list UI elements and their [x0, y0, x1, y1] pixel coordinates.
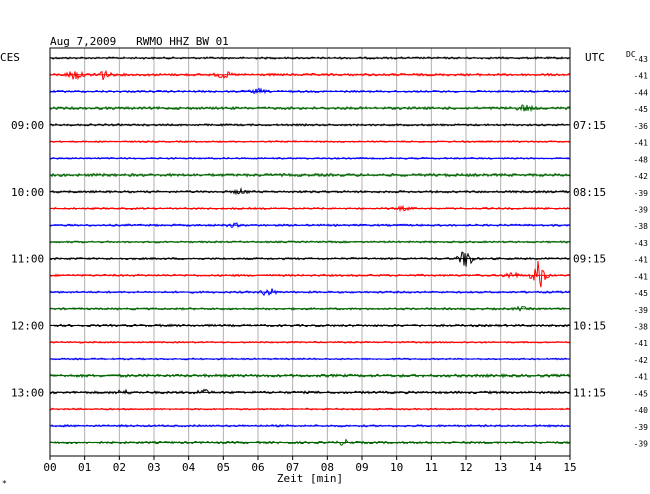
dc-offset-label: -38 [634, 323, 649, 332]
seismic-trace [49, 388, 571, 395]
x-tick-label: 01 [78, 461, 91, 474]
x-tick-label: 13 [494, 461, 507, 474]
dc-offset-label: -41 [634, 139, 649, 148]
dc-offset-label: -39 [634, 189, 649, 198]
dc-offset-label: -45 [634, 289, 649, 298]
dc-offset-label: -39 [634, 306, 649, 315]
x-tick-label: 02 [113, 461, 126, 474]
x-tick-label: 15 [563, 461, 576, 474]
x-tick-label: 08 [321, 461, 334, 474]
grid [49, 48, 571, 460]
dc-offset-label: -44 [634, 88, 649, 97]
x-axis-label: Zeit [min] [277, 472, 343, 485]
x-tick-label: 04 [182, 461, 196, 474]
hour-label-right: 10:15 [573, 320, 606, 333]
x-tick-label: 09 [355, 461, 368, 474]
hour-label-left: 10:00 [11, 186, 44, 199]
dc-offset-label: -42 [634, 356, 649, 365]
hour-label-right: 08:15 [573, 186, 606, 199]
left-timezone-label: CES [0, 51, 20, 64]
x-tick-label: 11 [425, 461, 438, 474]
dc-offset-label: -43 [634, 239, 649, 248]
dc-offset-label: -45 [634, 389, 649, 398]
hour-label-left: 11:00 [11, 253, 44, 266]
dc-offset-label: -38 [634, 222, 649, 231]
x-tick-label: 06 [251, 461, 264, 474]
plot-frame [49, 47, 571, 457]
dc-offset-label: -41 [634, 256, 649, 265]
dc-offset-label: -40 [634, 406, 649, 415]
x-tick-label: 07 [286, 461, 299, 474]
hour-label-right: 09:15 [573, 253, 606, 266]
traces [49, 56, 571, 446]
dc-offset-label: -36 [634, 122, 649, 131]
x-tick-label: 10 [390, 461, 403, 474]
dc-label: DC [626, 50, 636, 59]
dc-offset-label: -39 [634, 423, 649, 432]
dc-offset-label: -41 [634, 272, 649, 281]
dc-offset-label: -43 [634, 55, 649, 64]
x-tick-label: 03 [147, 461, 160, 474]
hour-label-right: 07:15 [573, 119, 606, 132]
dc-offset-label: -41 [634, 72, 649, 81]
x-tick-label: 00 [43, 461, 56, 474]
x-tick-label: 14 [529, 461, 543, 474]
dc-offset-label: -41 [634, 373, 649, 382]
seismic-trace [49, 69, 571, 81]
dc-offset-label: -39 [634, 205, 649, 214]
dc-offset-label: -48 [634, 155, 649, 164]
corner-mark: * [2, 479, 7, 488]
x-tick-label: 12 [459, 461, 472, 474]
dc-offset-label: -42 [634, 172, 649, 181]
right-timezone-label: UTC [585, 51, 605, 64]
hour-label-right: 11:15 [573, 386, 606, 399]
seismic-trace [49, 260, 571, 288]
dc-offset-label: -41 [634, 339, 649, 348]
x-tick-label: 05 [217, 461, 230, 474]
dc-offset-label: -39 [634, 440, 649, 449]
hour-label-left: 09:00 [11, 119, 44, 132]
chart-title: Aug 7,2009 RWMO HHZ BW 01 [50, 35, 229, 48]
seismic-trace [49, 251, 571, 267]
labels: 00 01 02 03 04 05 06 07 08 09 10 11 12 13 14 15 -43 -41 -4… [11, 55, 648, 474]
hour-label-left: 12:00 [11, 320, 44, 333]
hour-label-left: 13:00 [11, 386, 44, 399]
dc-offset-label: -45 [634, 105, 649, 114]
